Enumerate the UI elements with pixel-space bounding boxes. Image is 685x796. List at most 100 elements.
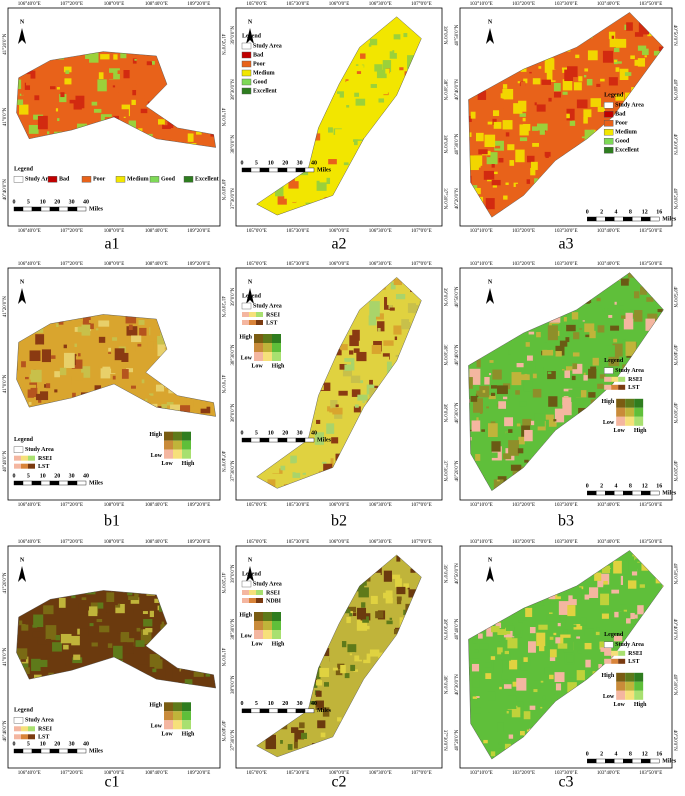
scale-bar <box>40 206 51 212</box>
land-patch <box>356 607 367 620</box>
legend-item: Medium <box>127 177 149 183</box>
land-patch <box>362 401 365 403</box>
land-patch <box>382 60 392 73</box>
lat-tick-label: 39°0'0"N <box>231 26 236 45</box>
land-patch <box>502 396 508 400</box>
scale-label: 5 <box>255 430 258 436</box>
lat-tick-label: 40°40'0"N <box>220 179 225 200</box>
legend-axis: Low <box>251 363 263 369</box>
land-patch <box>117 629 121 634</box>
land-patch <box>491 441 501 452</box>
land-patch <box>523 78 528 84</box>
land-patch <box>71 376 76 381</box>
lon-tick-label: 109°20'0"E <box>187 2 210 7</box>
land-patch <box>385 590 393 600</box>
land-patch <box>132 89 137 96</box>
land-patch <box>572 587 582 600</box>
land-patch <box>60 633 72 644</box>
land-patch <box>470 395 478 402</box>
land-patch <box>269 466 280 474</box>
land-patch <box>506 711 509 714</box>
land-patch <box>315 690 322 697</box>
land-patch <box>393 34 401 40</box>
lat-tick-label: 40°50'0"N <box>455 24 460 45</box>
land-patch <box>396 599 402 605</box>
land-patch <box>597 383 604 389</box>
lat-tick-label: 40°20'0"N <box>672 188 677 209</box>
legend-item: LST <box>266 320 277 326</box>
bivariate-cell <box>272 621 281 630</box>
land-patch <box>138 58 141 61</box>
land-patch <box>180 405 191 417</box>
scale-bar <box>49 748 60 754</box>
land-patch <box>551 663 554 666</box>
bivariate-cell <box>634 407 644 417</box>
land-patch <box>386 620 393 625</box>
lat-tick-label: 39°0'0"N <box>442 288 447 307</box>
land-patch <box>633 291 640 299</box>
land-patch <box>555 345 565 356</box>
lat-tick-label: 37°30'0"N <box>442 460 447 481</box>
land-patch <box>518 436 525 445</box>
land-patch <box>336 348 342 356</box>
legend-ramp <box>21 455 28 461</box>
legend-axis: Low <box>161 732 173 738</box>
land-patch <box>332 407 343 415</box>
land-patch <box>487 121 493 125</box>
lon-tick-label: 106°0'0"E <box>329 771 350 776</box>
land-patch <box>395 293 406 300</box>
land-patch <box>584 68 589 72</box>
land-patch <box>474 649 479 653</box>
land-patch <box>63 344 67 349</box>
land-patch <box>121 109 129 118</box>
land-patch <box>630 612 635 620</box>
land-patch <box>60 92 65 98</box>
land-patch <box>573 623 583 630</box>
land-patch <box>134 58 137 61</box>
land-patch <box>528 641 536 653</box>
scale-bar <box>295 437 306 443</box>
land-patch <box>493 660 503 674</box>
land-patch <box>123 658 128 663</box>
scale-label: 16 <box>656 483 662 489</box>
land-patch <box>363 625 370 630</box>
land-patch <box>475 132 484 142</box>
lon-tick-label: 103°50'0"E <box>639 262 662 267</box>
land-patch <box>525 342 530 347</box>
land-patch <box>75 372 84 381</box>
land-patch <box>504 743 511 750</box>
legend-swatch <box>241 60 252 68</box>
land-patch <box>145 628 153 633</box>
lon-tick-label: 103°50'0"E <box>639 503 662 508</box>
lon-tick-label: 103°10'0"E <box>470 503 493 508</box>
scale-unit: Miles <box>662 490 677 496</box>
land-patch <box>200 400 207 409</box>
legend-axis: High <box>272 641 285 647</box>
lon-tick-label: 103°10'0"E <box>470 540 493 545</box>
legend-item: Study Area <box>25 447 54 453</box>
land-patch <box>351 108 358 116</box>
legend-swatch <box>603 110 614 118</box>
land-patch <box>492 118 497 125</box>
land-patch <box>490 385 497 389</box>
land-patch <box>613 338 618 343</box>
land-patch <box>566 324 576 332</box>
land-patch <box>639 584 645 588</box>
land-patch <box>525 607 533 618</box>
land-patch <box>335 670 343 676</box>
land-patch <box>120 51 127 59</box>
scale-label: 0 <box>241 160 244 166</box>
land-patch <box>403 583 409 589</box>
land-patch <box>356 351 367 362</box>
land-patch <box>479 411 483 414</box>
land-patch <box>355 56 362 64</box>
lat-tick-label: 40°40'0"N <box>220 451 225 472</box>
lon-tick-label: 103°30'0"E <box>555 771 578 776</box>
land-patch <box>363 128 368 133</box>
legend-swatch <box>13 717 24 724</box>
land-patch <box>346 80 352 89</box>
land-patch <box>540 680 544 685</box>
land-patch <box>538 645 545 652</box>
lon-tick-label: 107°20'0"E <box>60 771 83 776</box>
